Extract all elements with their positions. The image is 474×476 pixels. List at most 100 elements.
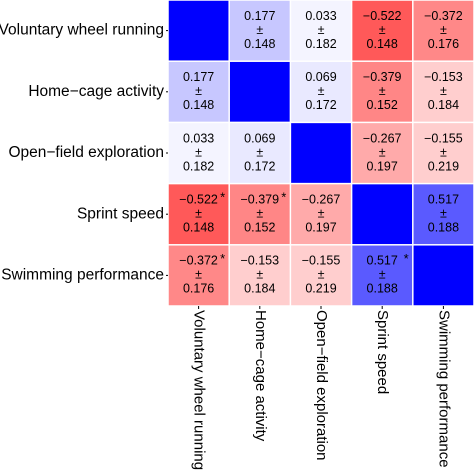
heatmap-cell-r2-c2 (291, 123, 351, 183)
cell-value-r2-c4: −0.155 (424, 131, 463, 145)
cell-pm-r0-c1: ± (256, 23, 263, 37)
column-label-2: Open−field exploration (313, 310, 330, 461)
column-label-1: Home−cage activity (252, 310, 269, 442)
cell-error-r2-c1: 0.172 (244, 159, 275, 173)
cell-error-r0-c4: 0.176 (428, 37, 459, 51)
heatmap-cell-r0-c0 (168, 0, 229, 61)
cell-error-r3-c1: 0.152 (244, 220, 275, 234)
heatmap-cell-r3-c0 (168, 184, 229, 245)
heatmap-cell-r1-c3 (352, 61, 413, 122)
heatmap-cell-r2-c4 (413, 123, 474, 183)
cell-pm-r2-c4: ± (440, 145, 447, 159)
row-label-2: Open−field exploration (8, 144, 164, 161)
significance-star-r3-c0: * (220, 190, 225, 205)
cell-error-r4-c2: 0.219 (305, 282, 336, 296)
cell-pm-r2-c1: ± (256, 145, 263, 159)
heatmap-cell-r1-c0 (168, 61, 229, 122)
cell-pm-r4-c1: ± (256, 268, 263, 282)
cell-value-r2-c0: 0.033 (183, 131, 214, 145)
cell-value-r2-c3: −0.267 (363, 131, 402, 145)
heatmap-cell-r0-c2 (291, 0, 351, 61)
cell-value-r0-c2: 0.033 (305, 9, 336, 23)
cell-error-r0-c3: 0.148 (367, 37, 398, 51)
heatmap-cell-r0-c4 (413, 0, 474, 61)
cell-error-r4-c3: 0.188 (367, 282, 398, 296)
column-labels: Voluntary wheel running Home−cage activit… (191, 306, 452, 470)
cell-pm-r1-c3: ± (379, 84, 386, 98)
cell-error-r1-c3: 0.152 (367, 98, 398, 112)
cell-value-r2-c1: 0.069 (244, 131, 275, 145)
cell-error-r2-c4: 0.219 (428, 159, 459, 173)
cell-pm-r2-c3: ± (379, 145, 386, 159)
cell-value-r1-c4: −0.153 (424, 70, 463, 84)
cell-value-r1-c0: 0.177 (183, 70, 214, 84)
cell-pm-r3-c2: ± (318, 206, 325, 220)
cell-value-r4-c0: −0.372 (179, 254, 218, 268)
cell-pm-r3-c0: ± (195, 206, 202, 220)
heatmap-cell-r3-c1 (229, 184, 290, 245)
cell-error-r2-c3: 0.197 (367, 159, 398, 173)
cell-value-r1-c2: 0.069 (305, 70, 336, 84)
heatmap-cell-r3-c4 (413, 184, 474, 245)
row-label-1: Home−cage activity (28, 83, 164, 100)
significance-star-r4-c0: * (220, 251, 225, 266)
cell-value-r3-c4: 0.517 (428, 192, 459, 206)
cell-value-r4-c3: 0.517 (367, 254, 398, 268)
cell-error-r3-c0: 0.148 (183, 220, 214, 234)
heatmap-cell-r4-c1 (229, 245, 290, 306)
heatmap-cell-r2-c3 (352, 123, 413, 183)
heatmap-cell-r2-c1 (229, 123, 290, 183)
cell-value-r3-c1: −0.379 (241, 192, 280, 206)
heatmap-cell-r1-c1 (229, 61, 290, 122)
cell-error-r2-c0: 0.182 (183, 159, 214, 173)
heatmap-cell-r4-c4 (413, 245, 474, 306)
significance-star-r3-c1: * (281, 190, 286, 205)
column-label-0: Voluntary wheel running (191, 310, 208, 470)
heatmap-cell-r0-c3 (352, 0, 413, 61)
cell-error-r0-c1: 0.148 (244, 37, 275, 51)
cell-value-r0-c3: −0.522 (363, 9, 402, 23)
cell-pm-r3-c4: ± (440, 206, 447, 220)
cell-value-r0-c4: −0.372 (424, 9, 463, 23)
cell-value-r1-c3: −0.379 (363, 70, 402, 84)
heatmap-cell-r4-c0 (168, 245, 229, 306)
cell-pm-r1-c0: ± (195, 84, 202, 98)
heatmap-cell-r3-c3 (352, 184, 413, 245)
cell-error-r1-c0: 0.148 (183, 98, 214, 112)
heatmap-cell-r0-c1 (229, 0, 290, 61)
heatmap-cell-r3-c2 (291, 184, 351, 245)
heatmap-cell-labels: 0.177±0.1480.033±0.182−0.522±0.148−0.372… (179, 9, 462, 296)
column-label-4: Swimming performance (435, 310, 452, 468)
cell-error-r4-c0: 0.176 (183, 282, 214, 296)
cell-pm-r4-c3: ± (379, 268, 386, 282)
cell-pm-r0-c3: ± (379, 23, 386, 37)
cell-value-r4-c1: −0.153 (241, 254, 280, 268)
significance-star-r4-c3: * (404, 251, 409, 266)
row-label-4: Swimming performance (1, 266, 164, 283)
cell-pm-r2-c0: ± (195, 145, 202, 159)
cell-error-r1-c2: 0.172 (305, 98, 336, 112)
cell-error-r3-c4: 0.188 (428, 220, 459, 234)
heatmap-cell-r4-c2 (291, 245, 351, 306)
heatmap-cell-r1-c4 (413, 61, 474, 122)
heatmap-cells (168, 0, 474, 306)
row-label-0: Voluntary wheel running (0, 22, 164, 39)
heatmap-cell-r1-c2 (291, 61, 351, 122)
cell-pm-r3-c1: ± (256, 206, 263, 220)
column-label-3: Sprint speed (374, 310, 391, 394)
cell-pm-r1-c2: ± (318, 84, 325, 98)
cell-error-r1-c4: 0.184 (428, 98, 459, 112)
cell-pm-r4-c2: ± (318, 268, 325, 282)
heatmap-cell-r2-c0 (168, 123, 229, 183)
row-labels: Voluntary wheel running Home−cage activit… (0, 22, 168, 283)
cell-pm-r4-c0: ± (195, 268, 202, 282)
cell-pm-r0-c4: ± (440, 23, 447, 37)
cell-pm-r1-c4: ± (440, 84, 447, 98)
cell-error-r4-c1: 0.184 (244, 282, 275, 296)
cell-value-r3-c0: −0.522 (179, 192, 218, 206)
cell-error-r3-c2: 0.197 (305, 220, 336, 234)
cell-value-r3-c2: −0.267 (302, 192, 341, 206)
cell-pm-r0-c2: ± (318, 23, 325, 37)
cell-error-r0-c2: 0.182 (305, 37, 336, 51)
